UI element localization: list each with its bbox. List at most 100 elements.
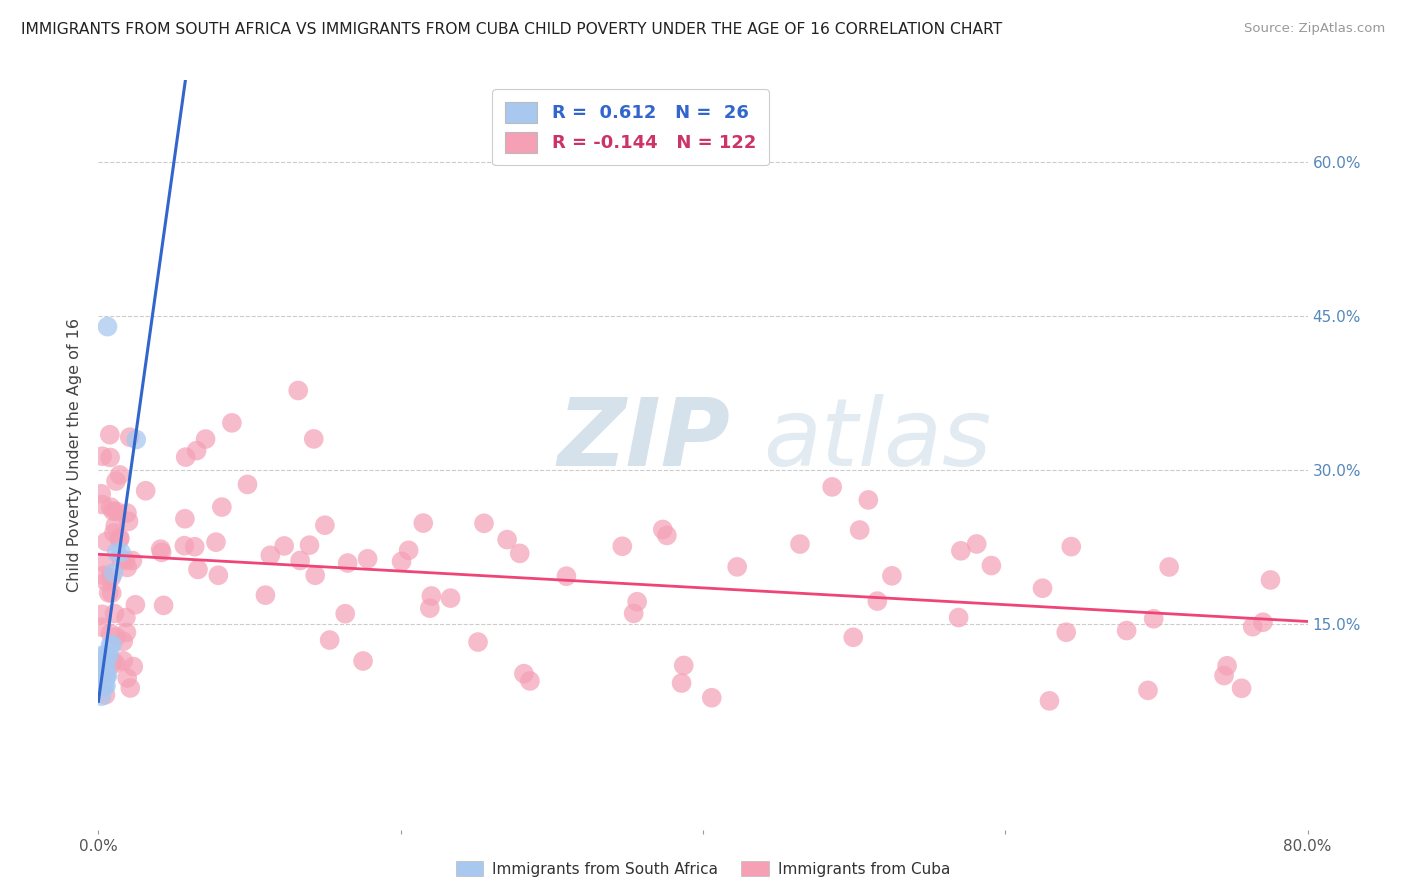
Point: [94, 688, 117, 702]
Point: [98, 450, 121, 465]
Point: [90, 487, 112, 501]
Point: [194, 432, 217, 446]
Point: [612, 539, 634, 553]
Point: [98, 648, 121, 662]
Point: [93, 668, 115, 682]
Point: [105, 504, 128, 518]
Point: [304, 568, 326, 582]
Point: [135, 483, 157, 498]
Point: [103, 525, 125, 540]
Point: [880, 569, 903, 583]
Point: [187, 562, 209, 576]
Point: [100, 586, 122, 600]
Point: [848, 523, 870, 537]
Point: [114, 553, 136, 567]
Point: [91, 679, 114, 693]
Point: [173, 539, 195, 553]
Point: [100, 626, 122, 640]
Point: [124, 598, 146, 612]
Point: [122, 659, 145, 673]
Point: [1216, 658, 1239, 673]
Point: [626, 595, 648, 609]
Point: [97, 586, 120, 600]
Point: [655, 528, 678, 542]
Point: [966, 537, 988, 551]
Point: [1060, 540, 1083, 554]
Point: [100, 571, 122, 585]
Point: [115, 610, 138, 624]
Point: [96, 668, 118, 682]
Point: [89, 679, 111, 693]
Point: [91, 648, 114, 662]
Point: [100, 638, 122, 652]
Point: [103, 607, 125, 621]
Point: [94, 648, 117, 662]
Point: [93, 658, 115, 673]
Point: [105, 545, 128, 559]
Point: [100, 500, 122, 515]
Point: [103, 566, 125, 580]
Point: [335, 607, 357, 621]
Point: [439, 591, 461, 606]
Point: [866, 594, 889, 608]
Point: [91, 498, 114, 512]
Point: [125, 433, 148, 447]
Point: [96, 534, 118, 549]
Point: [90, 689, 112, 703]
Point: [1230, 681, 1253, 696]
Point: [1136, 683, 1159, 698]
Point: [672, 658, 695, 673]
Point: [1213, 668, 1236, 682]
Point: [302, 432, 325, 446]
Point: [842, 630, 865, 644]
Point: [93, 679, 115, 693]
Point: [352, 654, 374, 668]
Point: [101, 656, 124, 670]
Point: [105, 630, 128, 644]
Point: [117, 514, 139, 528]
Point: [90, 679, 112, 693]
Point: [288, 553, 311, 567]
Point: [205, 535, 228, 549]
Point: [356, 551, 378, 566]
Point: [90, 620, 112, 634]
Point: [336, 556, 359, 570]
Point: [101, 638, 124, 652]
Point: [419, 601, 441, 615]
Point: [420, 589, 443, 603]
Point: [115, 671, 138, 685]
Text: atlas: atlas: [763, 394, 991, 485]
Point: [112, 634, 135, 648]
Point: [91, 658, 114, 673]
Point: [513, 666, 536, 681]
Point: [173, 512, 195, 526]
Point: [117, 560, 139, 574]
Point: [112, 654, 135, 668]
Point: [623, 607, 645, 621]
Point: [555, 569, 578, 583]
Point: [1031, 581, 1053, 595]
Point: [671, 676, 693, 690]
Point: [980, 558, 1002, 573]
Point: [91, 449, 114, 463]
Point: [174, 450, 197, 464]
Point: [105, 474, 128, 488]
Point: [789, 537, 811, 551]
Point: [1159, 560, 1181, 574]
Point: [398, 543, 420, 558]
Point: [472, 516, 495, 531]
Legend: Immigrants from South Africa, Immigrants from Cuba: Immigrants from South Africa, Immigrants…: [449, 853, 957, 884]
Point: [118, 430, 141, 444]
Point: [236, 477, 259, 491]
Point: [207, 568, 229, 582]
Text: IMMIGRANTS FROM SOUTH AFRICA VS IMMIGRANTS FROM CUBA CHILD POVERTY UNDER THE AGE: IMMIGRANTS FROM SOUTH AFRICA VS IMMIGRAN…: [21, 22, 1002, 37]
Point: [273, 539, 295, 553]
Point: [1241, 620, 1264, 634]
Y-axis label: Child Poverty Under the Age of 16: Child Poverty Under the Age of 16: [67, 318, 83, 592]
Point: [90, 668, 112, 682]
Point: [149, 542, 172, 557]
Point: [496, 533, 519, 547]
Point: [115, 625, 138, 640]
Point: [91, 658, 114, 673]
Text: Source: ZipAtlas.com: Source: ZipAtlas.com: [1244, 22, 1385, 36]
